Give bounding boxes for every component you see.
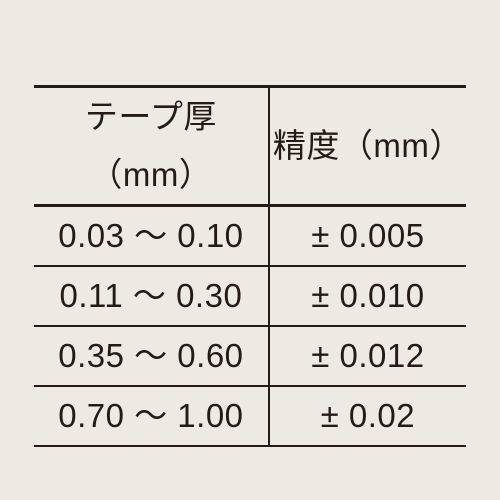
- cell-thickness: 0.70 ～ 1.00: [34, 386, 269, 446]
- cell-precision: ± 0.02: [269, 386, 466, 446]
- cell-thickness: 0.11 ～ 0.30: [34, 266, 269, 326]
- cell-precision: ± 0.005: [269, 206, 466, 267]
- table-header-row: テープ厚（mm） 精度（mm）: [34, 87, 466, 206]
- col-header-thickness: テープ厚（mm）: [34, 87, 269, 206]
- cell-precision: ± 0.010: [269, 266, 466, 326]
- table-row: 0.35 ～ 0.60 ± 0.012: [34, 326, 466, 386]
- cell-thickness: 0.03 ～ 0.10: [34, 206, 269, 267]
- table-row: 0.11 ～ 0.30 ± 0.010: [34, 266, 466, 326]
- table-row: 0.03 ～ 0.10 ± 0.005: [34, 206, 466, 267]
- page: テープ厚（mm） 精度（mm） 0.03 ～ 0.10 ± 0.005 0.11…: [0, 0, 500, 500]
- col-header-precision: 精度（mm）: [269, 87, 466, 206]
- table-row: 0.70 ～ 1.00 ± 0.02: [34, 386, 466, 446]
- cell-thickness: 0.35 ～ 0.60: [34, 326, 269, 386]
- cell-precision: ± 0.012: [269, 326, 466, 386]
- spec-table: テープ厚（mm） 精度（mm） 0.03 ～ 0.10 ± 0.005 0.11…: [34, 85, 466, 447]
